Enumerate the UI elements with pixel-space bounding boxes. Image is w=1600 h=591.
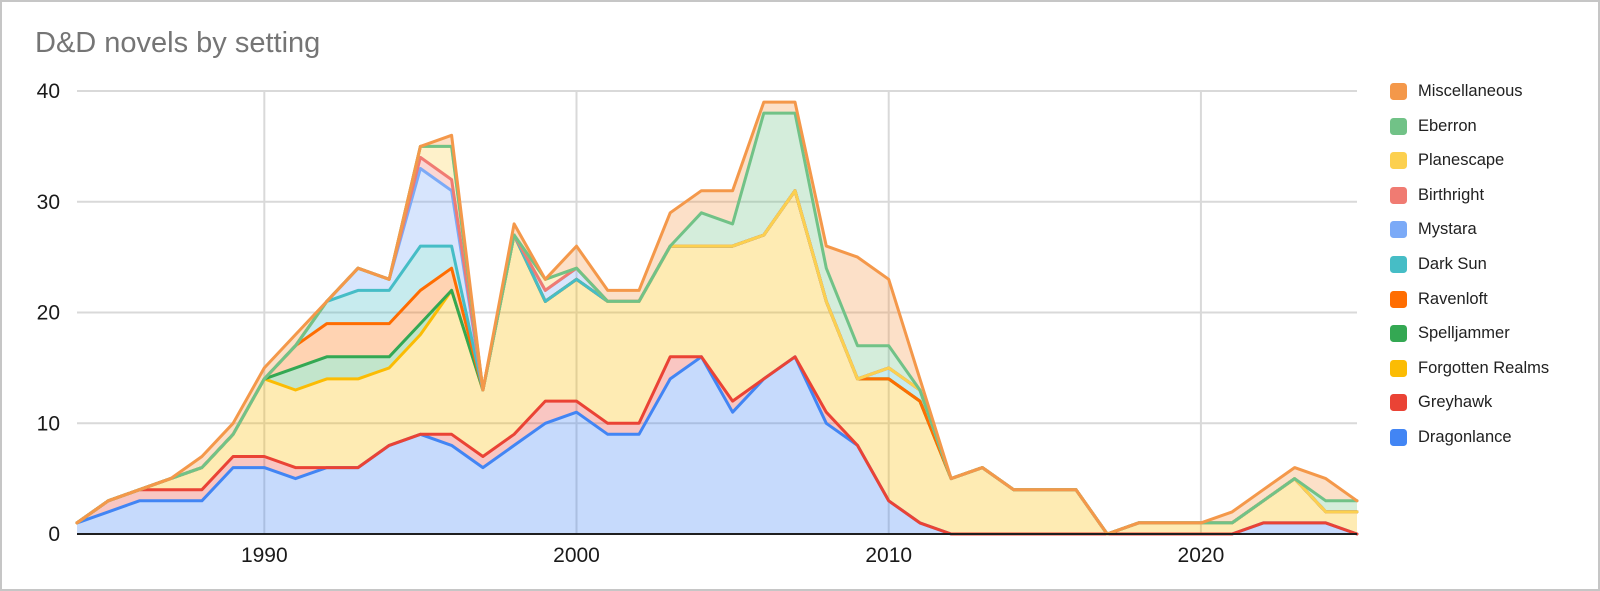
- legend-swatch-planescape: [1390, 152, 1407, 170]
- x-tick-label: 2010: [865, 544, 912, 567]
- legend-swatch-forgotten-realms: [1390, 359, 1407, 377]
- legend-swatch-miscellaneous: [1390, 83, 1407, 100]
- legend-label: Forgotten Realms: [1418, 358, 1550, 377]
- legend-label: Ravenloft: [1418, 289, 1488, 308]
- legend-label: Eberron: [1418, 116, 1477, 135]
- legend-item-birthright[interactable]: Birthright: [1390, 185, 1549, 204]
- legend-swatch-dragonlance: [1390, 428, 1407, 446]
- x-tick-label: 2020: [1178, 544, 1225, 567]
- legend-item-planescape[interactable]: Planescape: [1390, 151, 1549, 170]
- legend-item-dragonlance[interactable]: Dragonlance: [1390, 427, 1549, 446]
- legend-item-greyhawk[interactable]: Greyhawk: [1390, 393, 1549, 412]
- legend-item-mystara[interactable]: Mystara: [1390, 220, 1549, 239]
- legend-swatch-birthright: [1390, 186, 1407, 204]
- legend-label: Birthright: [1418, 185, 1485, 204]
- y-tick-label: 10: [37, 412, 60, 435]
- area-spelljammer[interactable]: [77, 190, 1357, 534]
- legend-item-spelljammer[interactable]: Spelljammer: [1390, 324, 1549, 343]
- legend-label: Dragonlance: [1418, 427, 1512, 446]
- y-tick-label: 20: [37, 302, 60, 325]
- series-line-miscellaneous[interactable]: [75, 100, 1359, 536]
- legend-item-eberron[interactable]: Eberron: [1390, 116, 1549, 135]
- legend-swatch-spelljammer: [1390, 325, 1407, 343]
- legend-swatch-greyhawk: [1390, 394, 1407, 412]
- legend-label: Greyhawk: [1418, 393, 1493, 412]
- legend-label: Mystara: [1418, 220, 1477, 239]
- y-tick-label: 0: [48, 523, 60, 546]
- legend-label: Dark Sun: [1418, 254, 1487, 273]
- legend-item-dark-sun[interactable]: Dark Sun: [1390, 254, 1549, 273]
- legend-swatch-eberron: [1390, 117, 1407, 135]
- legend-item-miscellaneous[interactable]: Miscellaneous: [1390, 82, 1549, 100]
- chart-title: D&D novels by setting: [35, 27, 321, 59]
- legend-label: Miscellaneous: [1418, 82, 1523, 100]
- legend-item-ravenloft[interactable]: Ravenloft: [1390, 289, 1549, 308]
- legend-item-forgotten-realms[interactable]: Forgotten Realms: [1390, 358, 1550, 377]
- y-tick-label: 30: [37, 191, 60, 214]
- legend-swatch-dark-sun: [1390, 255, 1407, 273]
- legend-label: Spelljammer: [1418, 324, 1510, 343]
- legend-label: Planescape: [1418, 151, 1505, 170]
- x-tick-label: 1990: [241, 544, 288, 567]
- area-mystara[interactable]: [77, 168, 1357, 535]
- legend-swatch-ravenloft: [1390, 290, 1407, 308]
- x-tick-label: 2000: [553, 544, 600, 567]
- legend-swatch-mystara: [1390, 221, 1407, 239]
- legend: Miscellaneous Eberron Planescape Birthright…: [1390, 82, 1550, 464]
- area-dragonlance[interactable]: [77, 356, 1357, 534]
- area-forgotten-realms[interactable]: [77, 190, 1357, 534]
- y-tick-label: 40: [37, 80, 60, 103]
